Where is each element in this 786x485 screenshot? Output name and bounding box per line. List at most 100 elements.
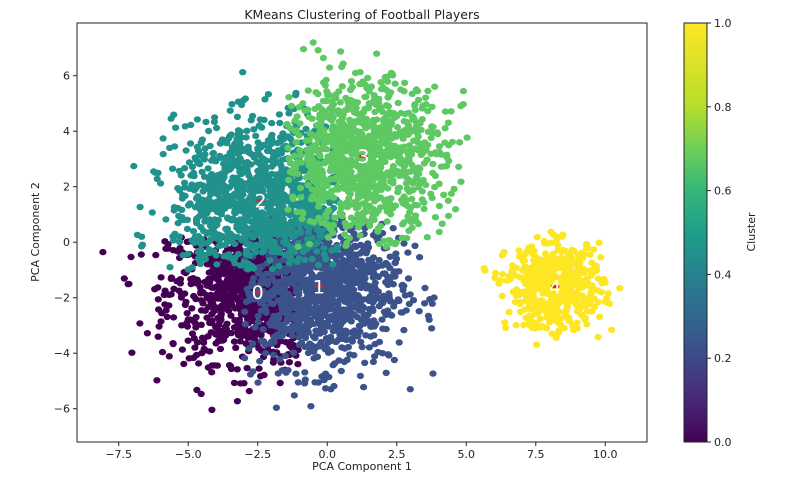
data-point [200, 339, 208, 346]
data-point [169, 340, 177, 347]
data-point [405, 300, 413, 308]
data-point [320, 251, 328, 258]
data-point [586, 291, 595, 299]
data-point [596, 313, 604, 320]
data-point [257, 307, 265, 314]
data-point [282, 268, 290, 276]
data-point [290, 230, 298, 238]
data-point [363, 188, 371, 195]
data-point [386, 178, 394, 185]
data-point [553, 233, 561, 240]
data-point [365, 202, 373, 209]
data-point [220, 290, 228, 298]
data-point [224, 228, 232, 235]
data-point [215, 186, 223, 193]
data-point [351, 104, 359, 111]
data-point [391, 131, 399, 138]
data-point [463, 134, 471, 141]
data-point [412, 212, 420, 219]
data-point [256, 116, 264, 123]
data-point [428, 325, 436, 332]
data-point [325, 91, 333, 99]
data-point [410, 115, 418, 122]
data-point [416, 254, 424, 261]
data-point [201, 307, 209, 314]
data-point [368, 214, 377, 221]
data-point [252, 285, 260, 293]
data-point [299, 100, 307, 107]
data-point [414, 220, 423, 228]
data-point [285, 110, 293, 117]
data-point [358, 343, 366, 351]
data-point [211, 223, 219, 230]
data-point [338, 83, 346, 90]
data-point [497, 277, 505, 284]
x-axis-ticks: −7.5 −5.0 −2.5 0.0 2.5 5.0 7.5 10.0 [105, 442, 618, 461]
data-point [227, 312, 235, 319]
data-point [427, 134, 435, 142]
data-point [343, 239, 351, 247]
data-point [291, 128, 299, 135]
data-point [335, 357, 343, 364]
data-point [336, 200, 344, 207]
data-point [312, 299, 320, 307]
data-point [224, 215, 232, 222]
data-point [228, 288, 236, 295]
data-point [225, 362, 234, 369]
data-point [254, 139, 262, 146]
data-point [136, 320, 144, 327]
y-tick-label: −2 [54, 292, 70, 305]
data-point [447, 190, 455, 197]
data-point [326, 167, 334, 175]
data-point [403, 118, 411, 126]
data-point [594, 298, 602, 306]
data-point [411, 201, 419, 209]
data-point [218, 136, 226, 143]
data-point [413, 175, 421, 182]
data-point [595, 239, 603, 246]
data-point [440, 191, 448, 198]
data-point [282, 338, 290, 346]
data-point [400, 200, 408, 208]
data-point [339, 285, 347, 292]
data-point [377, 164, 385, 171]
data-point [271, 183, 279, 190]
data-point [401, 171, 409, 178]
data-point [233, 398, 241, 405]
data-point [228, 255, 236, 263]
data-point [201, 218, 209, 225]
data-point [245, 387, 253, 395]
data-point [423, 234, 431, 241]
data-point [308, 166, 316, 173]
data-point [286, 279, 294, 286]
data-point [402, 126, 410, 133]
data-point [186, 140, 195, 147]
data-point [333, 243, 341, 250]
data-point [232, 272, 240, 280]
data-point [533, 284, 541, 291]
colorbar-tick-label: 0.8 [714, 101, 732, 114]
data-point [305, 322, 313, 329]
data-point [193, 116, 201, 123]
data-point [293, 113, 301, 120]
data-point [243, 364, 251, 372]
data-point [536, 303, 544, 311]
centroid-label-3: 3 [357, 146, 369, 168]
data-point [247, 243, 255, 251]
colorbar-tick-label: 0.2 [714, 352, 732, 365]
data-point [181, 165, 189, 172]
data-point [266, 219, 274, 226]
data-point [353, 279, 361, 286]
data-point [310, 178, 318, 185]
data-point [379, 270, 387, 277]
data-point [272, 158, 280, 166]
data-point [389, 162, 397, 170]
data-point [248, 279, 256, 287]
data-point [381, 130, 389, 137]
data-point [346, 351, 354, 358]
data-point [375, 150, 383, 158]
data-point [393, 123, 401, 131]
data-point [256, 242, 264, 249]
data-point [431, 214, 440, 221]
